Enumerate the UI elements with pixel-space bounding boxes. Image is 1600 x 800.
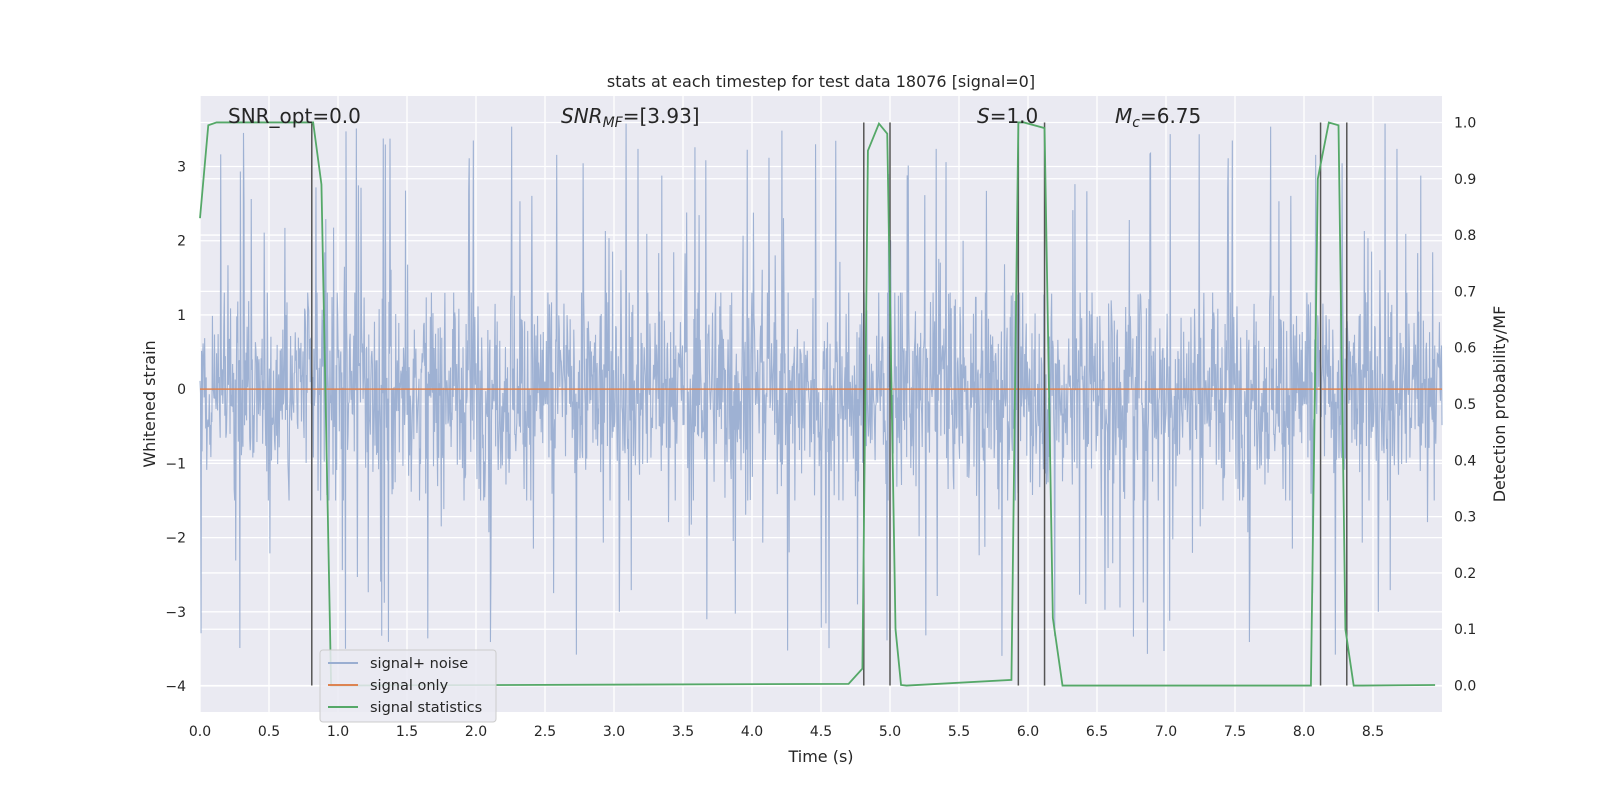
y-tick-label: 2: [177, 234, 186, 250]
annotation-mc-value: =6.75: [1140, 104, 1201, 128]
annotation-s-var: S: [977, 104, 990, 128]
y-right-tick-label: 0.4: [1454, 453, 1476, 469]
x-tick-label: 1.5: [396, 724, 418, 740]
y-right-tick-label: 0.1: [1454, 622, 1476, 638]
y-right-tick-label: 0.9: [1454, 172, 1476, 188]
annotation-s-value: =1.0: [990, 104, 1039, 128]
annotation-mc-sub: c: [1132, 115, 1140, 131]
legend-label-signal-statistics: signal statistics: [370, 700, 482, 716]
x-tick-label: 6.5: [1086, 724, 1108, 740]
y-tick-label: −1: [165, 456, 186, 472]
y-right-tick-label: 0.2: [1454, 566, 1476, 582]
y-right-tick-label: 0.3: [1454, 510, 1476, 526]
x-ticks: 0.0 0.5 1.0 1.5 2.0 2.5 3.0 3.5 4.0 4.5 5.0 5.5 6.0 6…: [189, 724, 1384, 740]
y-tick-label: −4: [165, 679, 186, 695]
y-ticks-left: 3 2 1 0 −1 −2 −3 −4: [165, 160, 186, 696]
legend-label-signal-only: signal only: [370, 678, 449, 694]
y-right-tick-label: 0.7: [1454, 284, 1476, 300]
x-tick-label: 4.0: [741, 724, 763, 740]
y-ticks-right: 1.0 0.9 0.8 0.7 0.6 0.5 0.4 0.3 0.2 0.1 0.0: [1454, 115, 1476, 694]
chart-title: stats at each timestep for test data 180…: [607, 72, 1035, 91]
x-tick-label: 5.5: [948, 724, 970, 740]
x-tick-label: 0.5: [258, 724, 280, 740]
x-tick-label: 5.0: [879, 724, 901, 740]
annotation-mc-main: M: [1115, 104, 1132, 128]
y-tick-label: 1: [177, 308, 186, 324]
y-right-tick-label: 0.0: [1454, 679, 1476, 695]
x-tick-label: 2.5: [534, 724, 556, 740]
series-signal-statistics-line: [199, 121, 1436, 687]
y-right-tick-label: 0.6: [1454, 341, 1476, 357]
noise-series: [199, 123, 1443, 656]
series-signal-noise-line: [199, 123, 1443, 656]
y-tick-label: 0: [177, 382, 186, 398]
y-axis-right-label: Detection probability/MF: [1490, 306, 1509, 503]
annotation-snr-opt: SNR_opt=0.0: [228, 104, 361, 128]
x-tick-label: 4.5: [810, 724, 832, 740]
x-tick-label: 6.0: [1017, 724, 1039, 740]
y-tick-label: −3: [165, 605, 186, 621]
y-right-tick-label: 0.5: [1454, 397, 1476, 413]
x-tick-label: 8.0: [1293, 724, 1315, 740]
y-right-tick-label: 1.0: [1454, 115, 1476, 131]
annotation-snr-mf-value: =[3.93]: [623, 104, 700, 128]
legend-label-signal-noise: signal+ noise: [370, 656, 468, 672]
y-axis-label: Whitened strain: [140, 340, 159, 467]
x-tick-label: 7.5: [1224, 724, 1246, 740]
x-tick-label: 8.5: [1362, 724, 1384, 740]
x-tick-label: 3.5: [672, 724, 694, 740]
x-tick-label: 2.0: [465, 724, 487, 740]
x-tick-label: 0.0: [189, 724, 211, 740]
x-axis-label: Time (s): [787, 747, 853, 766]
x-tick-label: 7.0: [1155, 724, 1177, 740]
annotation-snr-mf-sub: MF: [603, 115, 624, 131]
x-tick-label: 3.0: [603, 724, 625, 740]
y-tick-label: −2: [165, 531, 186, 547]
annotation-mc: Mc=6.75: [1115, 104, 1201, 131]
annotation-snr-mf: SNRMF=[3.93]: [561, 104, 700, 131]
annotation-s: S=1.0: [977, 104, 1038, 128]
y-right-tick-label: 0.8: [1454, 228, 1476, 244]
legend-box: [319, 649, 497, 723]
line-series: [199, 121, 1442, 687]
y-tick-label: 3: [177, 160, 186, 176]
legend: signal+ noise signal only signal statist…: [319, 649, 497, 723]
annotation-snr-mf-main: SNR: [561, 104, 603, 128]
x-tick-label: 1.0: [327, 724, 349, 740]
